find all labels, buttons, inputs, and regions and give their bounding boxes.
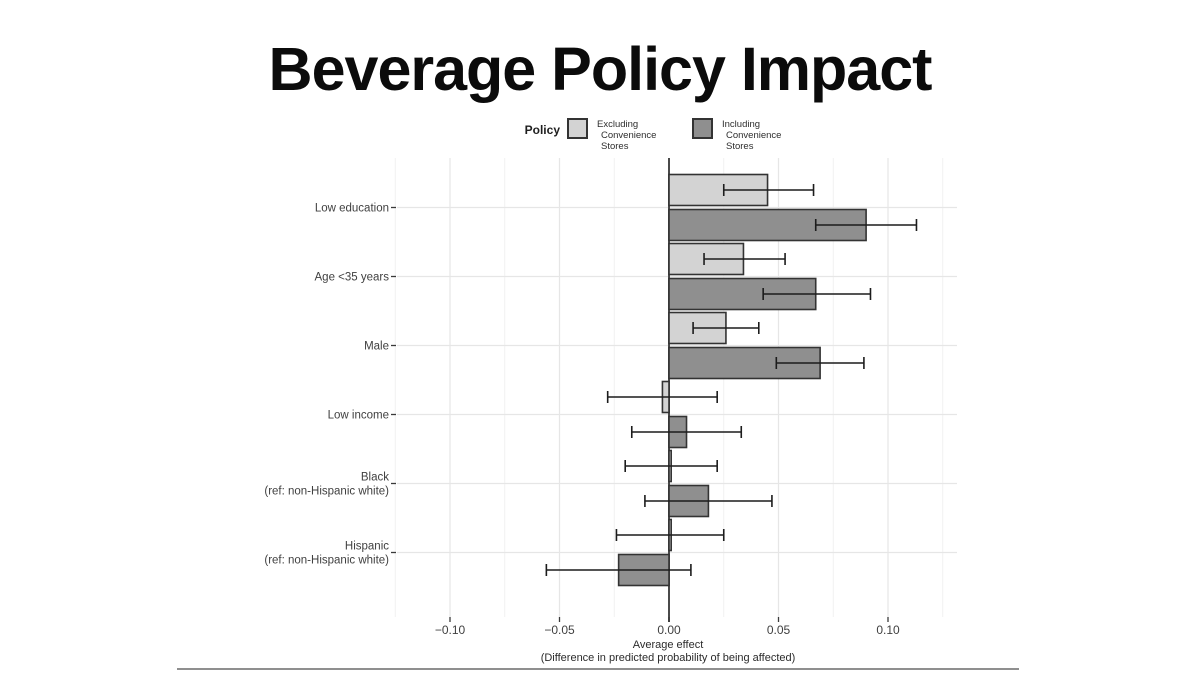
category-label: Male <box>364 341 389 353</box>
bar <box>668 277 817 311</box>
legend-label-line: Excluding <box>597 119 639 130</box>
legend-title: Policy <box>524 123 560 137</box>
category-label: Hispanic <box>345 541 389 553</box>
category-label: Low education <box>315 203 389 215</box>
legend-label-line: Convenience Stores <box>601 130 657 152</box>
legend-label-excluding: Excluding Convenience Stores <box>597 119 656 152</box>
category-label: Age <35 years <box>315 272 390 284</box>
footer-divider <box>177 668 1019 670</box>
x-tick-label: −0.10 <box>435 623 466 637</box>
legend-label-including: Including Convenience Stores <box>722 119 781 152</box>
category-label: Black <box>361 472 389 484</box>
category-label: Low income <box>328 410 389 422</box>
page-title: Beverage Policy Impact <box>268 35 933 103</box>
legend-label-line: Convenience Stores <box>726 130 782 152</box>
category-label: (ref: non-Hispanic white) <box>264 486 389 498</box>
x-tick-label: 0.00 <box>657 623 681 637</box>
x-tick-label: 0.05 <box>767 623 791 637</box>
x-tick-label: 0.10 <box>876 623 900 637</box>
legend-label-line: Including <box>722 119 761 130</box>
x-tick-label: −0.05 <box>544 623 575 637</box>
x-axis-title: Average effect <box>633 639 704 651</box>
category-label: (ref: non-Hispanic white) <box>264 555 389 567</box>
x-axis-subtitle: (Difference in predicted probability of … <box>541 652 796 664</box>
legend-swatch-excluding <box>567 118 588 139</box>
legend-swatch-including <box>692 118 713 139</box>
